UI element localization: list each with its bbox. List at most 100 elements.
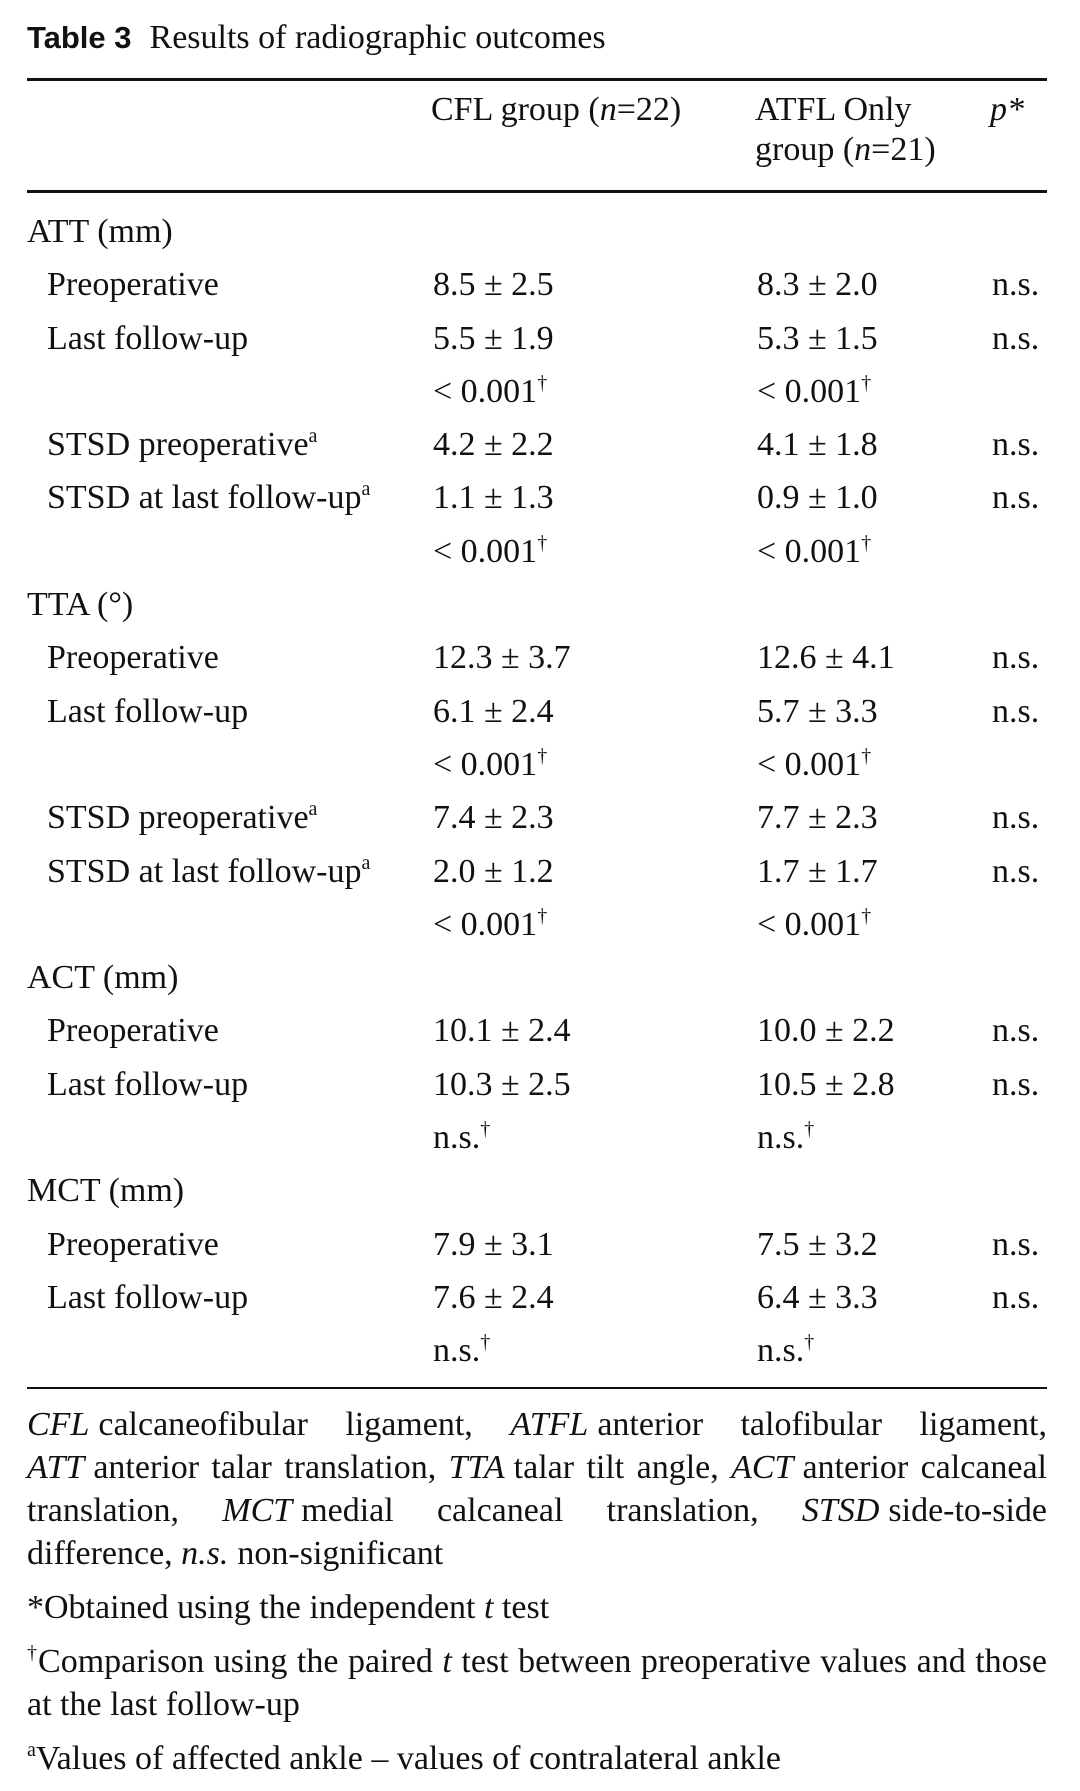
cell-value: < 0.001 xyxy=(433,745,538,783)
cell-value: 10.0 ± 2.2 xyxy=(757,1012,895,1050)
cell-atfl: 6.4 ± 3.3 xyxy=(757,1271,878,1324)
cell-value: 10.1 ± 2.4 xyxy=(433,1012,571,1050)
abbreviation: ATT xyxy=(27,1449,85,1486)
cell-cfl: 1.1 ± 1.3 xyxy=(433,471,554,524)
table-row: STSD preoperativea 7.4 ± 2.3 7.7 ± 2.3 n.s. xyxy=(27,791,1047,844)
abbreviation: MCT xyxy=(222,1492,293,1529)
cell-p: n.s. xyxy=(992,1278,1040,1316)
row-label-text: ACT (mm) xyxy=(27,959,179,997)
abbreviation-definition: anterior calcaneal translation, xyxy=(27,1449,1047,1529)
row-label: STSD preoperativea xyxy=(47,418,317,471)
cell-atfl: < 0.001† xyxy=(757,365,871,418)
footnote-mark-dagger: † xyxy=(537,371,548,394)
cell-value: 5.3 ± 1.5 xyxy=(757,319,878,357)
abbreviation-definition: calcaneofibular ligament, xyxy=(98,1406,473,1443)
table-footnotes: CFL calcaneofibular ligament, ATFL anterio… xyxy=(27,1403,1047,1791)
table-title: Results of radiographic outcomes xyxy=(149,19,606,56)
abbreviation: ACT xyxy=(731,1449,794,1486)
section-row: MCT (mm) xyxy=(27,1164,1047,1217)
cell-cfl: < 0.001† xyxy=(433,738,547,791)
row-label: Preoperative xyxy=(47,1004,219,1057)
table-row: Last follow-up 6.1 ± 2.4 5.7 ± 3.3 n.s. xyxy=(27,685,1047,738)
row-label: MCT (mm) xyxy=(27,1164,184,1217)
row-label-text: STSD preoperative xyxy=(47,799,309,837)
cell-p: n.s. xyxy=(992,852,1040,890)
table-row: Preoperative 10.1 ± 2.4 10.0 ± 2.2 n.s. xyxy=(27,1004,1047,1057)
row-label: Preoperative xyxy=(47,631,219,684)
footnote-mark-dagger: † xyxy=(861,371,872,394)
table-row: < 0.001† < 0.001† xyxy=(27,525,1047,578)
table-row: STSD preoperativea 4.2 ± 2.2 4.1 ± 1.8 n.s. xyxy=(27,418,1047,471)
section-row: ACT (mm) xyxy=(27,951,1047,1004)
footnote-mark-dagger: † xyxy=(537,904,548,927)
cell-p: n.s. xyxy=(992,1225,1040,1263)
cell-cfl: < 0.001† xyxy=(433,898,547,951)
footnote-mark-dagger: † xyxy=(537,744,548,767)
row-label-text: STSD at last follow-up xyxy=(47,852,362,890)
cell-p: n.s. xyxy=(992,426,1040,464)
row-label-text: Preoperative xyxy=(47,1012,219,1050)
cell-atfl: 7.7 ± 2.3 xyxy=(757,791,878,844)
cell-value: 4.1 ± 1.8 xyxy=(757,426,878,464)
cell-value: 4.2 ± 2.2 xyxy=(433,426,554,464)
table-row: n.s.† n.s.† xyxy=(27,1324,1047,1377)
row-label-text: ATT (mm) xyxy=(27,213,173,250)
cell-atfl: 10.5 ± 2.8 xyxy=(757,1058,895,1111)
abbreviation: STSD xyxy=(801,1492,880,1529)
cell-cfl: 7.6 ± 2.4 xyxy=(433,1271,554,1324)
row-label: ATT (mm) xyxy=(27,205,173,258)
abbreviation-definition: non-significant xyxy=(237,1535,444,1572)
cell-atfl: 0.9 ± 1.0 xyxy=(757,471,878,524)
cell-atfl: < 0.001† xyxy=(757,525,871,578)
cell-value: 10.3 ± 2.5 xyxy=(433,1065,571,1103)
table-row: n.s.† n.s.† xyxy=(27,1111,1047,1164)
row-label: ACT (mm) xyxy=(27,951,178,1004)
table-row: < 0.001† < 0.001† xyxy=(27,898,1047,951)
cell-value: < 0.001 xyxy=(757,905,862,943)
abbreviation-definition: anterior talar translation, xyxy=(93,1449,437,1486)
row-label: STSD preoperativea xyxy=(47,791,317,844)
column-header-p: p* xyxy=(990,91,1024,128)
row-label-text: TTA (°) xyxy=(27,586,134,624)
table-number: Table 3 xyxy=(27,20,132,55)
cell-value: 7.6 ± 2.4 xyxy=(433,1278,554,1316)
footnote-mark-dagger: † xyxy=(804,1331,815,1354)
cell-value: 1.1 ± 1.3 xyxy=(433,479,554,517)
cell-atfl: < 0.001† xyxy=(757,898,871,951)
cell-p: n.s. xyxy=(992,692,1040,730)
cell-value: < 0.001 xyxy=(757,745,862,783)
header-rule xyxy=(27,190,1047,193)
footnote-mark-dagger: † xyxy=(861,531,872,554)
cell-atfl: 7.5 ± 3.2 xyxy=(757,1218,878,1271)
abbreviation: CFL xyxy=(27,1406,90,1443)
cell-p: n.s. xyxy=(992,479,1040,517)
cell-p: n.s. xyxy=(992,639,1040,677)
cell-cfl: 2.0 ± 1.2 xyxy=(433,845,554,898)
cell-value: 1.7 ± 1.7 xyxy=(757,852,878,890)
cell-cfl: n.s.† xyxy=(433,1111,490,1164)
row-label-text: MCT (mm) xyxy=(27,1172,185,1210)
table-row: STSD at last follow-upa 1.1 ± 1.3 0.9 ± 1.… xyxy=(27,471,1047,524)
cell-value: 5.7 ± 3.3 xyxy=(757,692,878,730)
cell-value: 10.5 ± 2.8 xyxy=(757,1065,895,1103)
cell-value: 6.4 ± 3.3 xyxy=(757,1278,878,1316)
column-header-atfl: ATFL Only group (n=21) xyxy=(755,91,936,168)
footnote-mark-a: a xyxy=(308,425,318,448)
abbreviation: TTA xyxy=(448,1449,505,1486)
cell-value: 12.6 ± 4.1 xyxy=(757,639,895,677)
cell-cfl: 7.4 ± 2.3 xyxy=(433,791,554,844)
row-label: Last follow-up xyxy=(47,1271,248,1324)
footnote-mark-a: a xyxy=(361,478,371,501)
table-row: Preoperative 8.5 ± 2.5 8.3 ± 2.0 n.s. xyxy=(27,258,1047,311)
cell-value: 7.5 ± 3.2 xyxy=(757,1225,878,1263)
footnote-mark-dagger: † xyxy=(537,531,548,554)
cell-atfl: 4.1 ± 1.8 xyxy=(757,418,878,471)
column-header-cfl: CFL group (n=22) xyxy=(431,91,682,128)
abbreviation-definition: talar tilt angle, xyxy=(513,1449,719,1486)
cell-value: < 0.001 xyxy=(757,372,862,410)
abbreviation: ATFL xyxy=(510,1406,589,1443)
abbreviation-definition: side-to-side difference, xyxy=(27,1492,1048,1572)
row-label: STSD at last follow-upa xyxy=(47,471,370,524)
footnote-a: aValues of affected ankle – values of co… xyxy=(27,1739,782,1777)
cell-value: 0.9 ± 1.0 xyxy=(757,479,878,517)
